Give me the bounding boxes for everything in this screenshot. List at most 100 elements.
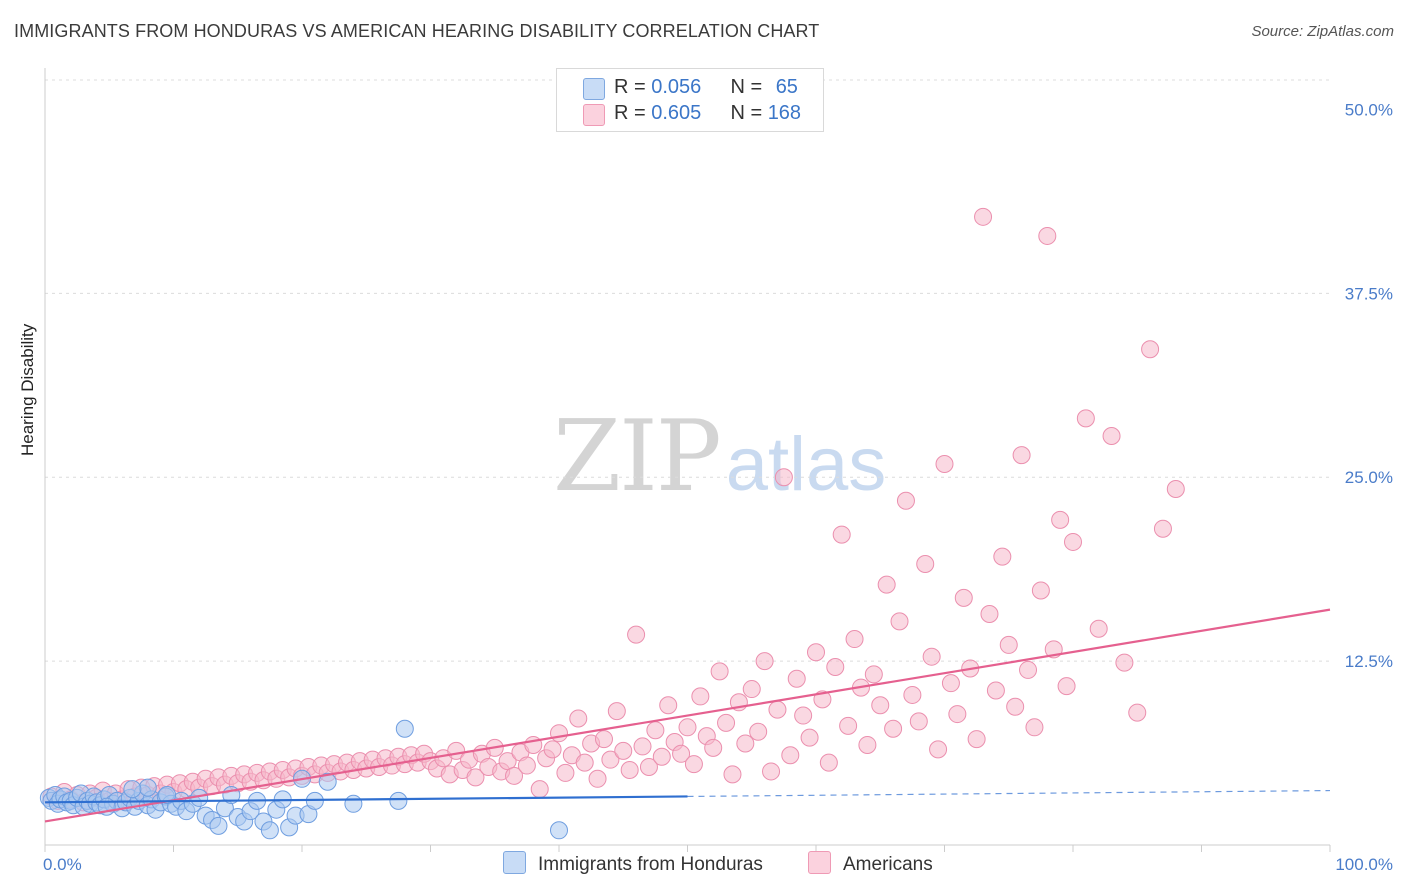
data-point-americans	[672, 744, 691, 763]
data-point-americans	[967, 730, 986, 749]
data-point-americans	[678, 718, 697, 737]
data-point-americans	[627, 625, 646, 644]
bottom-legend-americans: Americans	[808, 851, 933, 876]
data-point-americans	[575, 753, 594, 772]
y-tick-label: 37.5%	[1345, 284, 1393, 303]
y-tick-label: 12.5%	[1345, 652, 1393, 671]
data-point-americans	[884, 719, 903, 738]
legend-n-value: 168	[767, 102, 802, 124]
data-point-americans	[607, 702, 626, 721]
data-point-americans	[890, 612, 909, 631]
data-point-americans	[594, 730, 613, 749]
trend-line-honduras	[44, 795, 688, 804]
legend-swatch-blue	[583, 78, 605, 100]
correlation-legend: R = 0.056 N = 65 R = 0.605 N = 168	[556, 68, 824, 132]
x-tick-label: 100.0%	[1335, 855, 1393, 874]
data-point-americans	[1115, 653, 1134, 672]
legend-r-label: R =	[614, 76, 652, 98]
data-point-honduras	[395, 719, 414, 738]
bottom-legend-label-americans: Americans	[843, 854, 933, 875]
data-point-americans	[543, 740, 562, 759]
data-point-americans	[723, 765, 742, 784]
data-point-americans	[832, 525, 851, 544]
data-point-americans	[800, 728, 819, 747]
data-point-americans	[601, 750, 620, 769]
data-point-americans	[742, 680, 761, 699]
data-point-americans	[839, 716, 858, 735]
data-point-americans	[736, 734, 755, 753]
legend-swatch-pink	[583, 104, 605, 126]
data-point-americans	[1012, 446, 1031, 465]
data-point-americans	[505, 766, 524, 785]
data-point-americans	[646, 721, 665, 740]
data-point-americans	[659, 696, 678, 715]
data-point-americans	[684, 755, 703, 774]
data-point-americans	[710, 662, 729, 681]
data-point-honduras	[158, 785, 177, 804]
data-point-americans	[466, 768, 485, 787]
data-point-americans	[550, 724, 568, 743]
data-point-americans	[704, 738, 723, 757]
bottom-legend-honduras: Immigrants from Honduras	[503, 851, 763, 876]
data-point-americans	[864, 665, 883, 684]
y-axis-label: Hearing Disability	[18, 323, 37, 456]
data-point-americans	[717, 713, 736, 732]
data-point-americans	[922, 647, 941, 666]
data-point-americans	[1166, 479, 1185, 498]
data-point-americans	[762, 762, 781, 781]
data-point-honduras	[389, 791, 408, 810]
legend-r-label: R =	[614, 102, 652, 124]
x-tick-label: 0.0%	[43, 855, 82, 874]
data-point-americans	[807, 643, 825, 662]
data-point-americans	[1019, 660, 1038, 679]
y-tick-label: 50.0%	[1345, 100, 1393, 119]
data-point-americans	[974, 207, 993, 226]
data-point-americans	[819, 753, 838, 772]
data-point-americans	[954, 588, 973, 607]
data-point-americans	[1031, 581, 1050, 600]
data-point-americans	[633, 737, 652, 756]
data-point-americans	[755, 652, 774, 671]
bottom-legend-label-honduras: Immigrants from Honduras	[538, 854, 763, 875]
data-point-americans	[948, 705, 967, 724]
data-point-americans	[896, 491, 915, 510]
data-point-americans	[794, 706, 813, 725]
trend-line-americans	[44, 608, 1331, 823]
data-point-honduras	[209, 816, 228, 835]
legend-n-value: 65	[775, 76, 798, 98]
data-point-honduras	[550, 821, 568, 840]
data-point-americans	[1141, 340, 1160, 359]
data-point-americans	[877, 575, 896, 594]
data-point-honduras	[260, 821, 279, 840]
data-point-americans	[517, 756, 536, 775]
data-point-americans	[1057, 677, 1076, 696]
data-point-americans	[1051, 510, 1070, 529]
data-point-americans	[845, 630, 864, 649]
data-point-americans	[569, 709, 588, 728]
trend-line-honduras-projection	[687, 789, 1331, 798]
data-point-americans	[556, 763, 575, 782]
bottom-legend-swatch-blue	[503, 851, 526, 874]
data-point-americans	[858, 735, 877, 754]
data-point-americans	[639, 758, 658, 777]
data-point-americans	[935, 454, 954, 473]
data-point-americans	[1064, 532, 1082, 551]
data-point-americans	[986, 681, 1005, 700]
data-point-americans	[1038, 226, 1057, 245]
data-point-americans	[1006, 697, 1025, 716]
data-point-americans	[652, 747, 671, 766]
legend-n-label: N =	[730, 102, 768, 124]
data-point-americans	[1128, 703, 1147, 722]
data-point-americans	[903, 685, 922, 704]
data-point-honduras	[318, 772, 337, 791]
chart-title: IMMIGRANTS FROM HONDURAS VS AMERICAN HEA…	[14, 21, 820, 41]
data-point-americans	[1153, 519, 1172, 538]
data-point-americans	[871, 696, 890, 715]
legend-r-value: 0.605	[651, 102, 702, 124]
data-point-americans	[1076, 409, 1095, 428]
source-label: Source: ZipAtlas.com	[1251, 23, 1394, 40]
data-point-honduras	[138, 778, 157, 797]
data-point-americans	[768, 700, 787, 719]
data-point-americans	[588, 769, 607, 788]
